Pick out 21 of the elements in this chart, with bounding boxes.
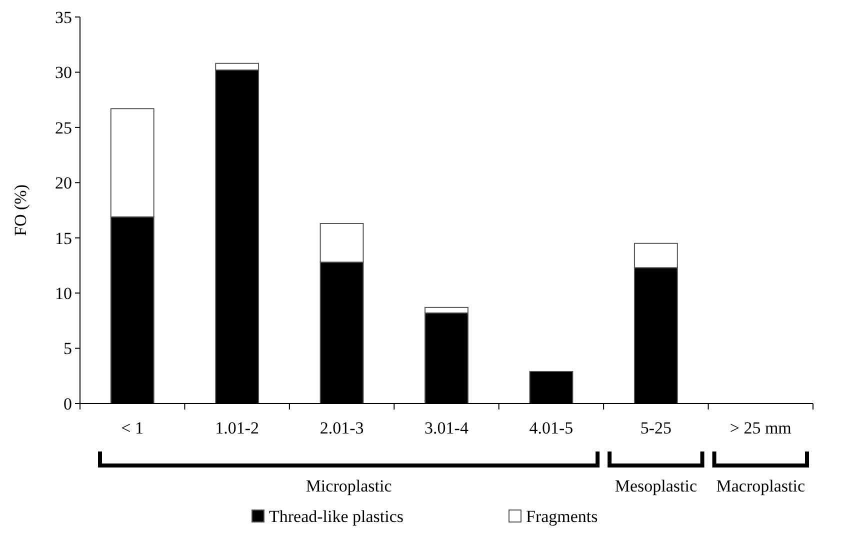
- x-tick-label: > 25 mm: [730, 418, 792, 438]
- x-tick-label: < 1: [121, 418, 144, 438]
- text: Mesoplastic: [614, 476, 698, 496]
- legend-label: Fragments: [526, 507, 598, 526]
- y-tick-label: 30: [55, 63, 72, 82]
- y-tick-label: 0: [64, 394, 72, 414]
- y-tick-label: 15: [55, 228, 72, 248]
- legend-label: Thread-like plastics: [269, 507, 404, 526]
- y-tick-label: 5: [64, 339, 72, 358]
- y-tick-label: 20: [55, 174, 72, 193]
- y-tick-label: 25: [55, 118, 72, 138]
- x-tick-label: 4.01-5: [529, 418, 574, 438]
- x-tick-label: 3.01-4: [424, 418, 469, 438]
- y-tick-label: 10: [55, 284, 72, 304]
- y-tick-label: 35: [55, 8, 72, 27]
- text: Microplastic: [306, 476, 392, 496]
- text: Macroplastic: [716, 476, 806, 496]
- y-axis-title: FO (%): [11, 184, 30, 236]
- x-tick-label: 1.01-2: [215, 418, 260, 438]
- x-tick-label: 2.01-3: [320, 418, 364, 438]
- x-tick-label: 5-25: [640, 418, 672, 438]
